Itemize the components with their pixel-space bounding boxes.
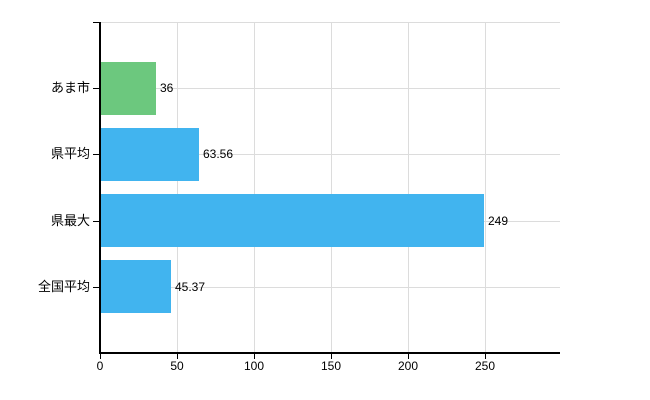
- x-tick-label: 250: [474, 359, 496, 373]
- x-axis-tick: [177, 354, 178, 359]
- v-gridline: [485, 22, 486, 353]
- x-axis-line: [99, 352, 560, 354]
- x-axis-tick: [408, 354, 409, 359]
- category-label: 全国平均: [37, 279, 90, 294]
- x-axis-tick: [100, 354, 101, 359]
- x-axis-tick: [254, 354, 255, 359]
- bar-value-label: 45.37: [175, 280, 206, 294]
- x-tick-label: 200: [397, 359, 419, 373]
- h-gridline: [100, 287, 560, 288]
- bar-value-label: 249: [488, 214, 509, 228]
- v-gridline: [177, 22, 178, 353]
- h-gridline: [100, 88, 560, 89]
- x-tick-label: 150: [320, 359, 342, 373]
- category-label: あま市: [50, 80, 90, 95]
- bar-value-label: 63.56: [203, 147, 234, 161]
- y-axis-tick: [93, 88, 99, 89]
- x-axis-tick: [485, 354, 486, 359]
- x-tick-label: 50: [170, 359, 184, 373]
- y-axis-tick: [93, 287, 99, 288]
- v-gridline: [331, 22, 332, 353]
- h-gridline-top: [100, 22, 560, 23]
- h-gridline: [100, 154, 560, 155]
- bar-1: [101, 128, 199, 181]
- y-axis-tick: [93, 154, 99, 155]
- bar-value-label: 36: [160, 81, 174, 95]
- category-label: 県最大: [50, 213, 90, 228]
- y-axis-tick: [93, 221, 99, 222]
- bar-2: [101, 194, 484, 247]
- y-axis-line: [99, 22, 101, 354]
- bar-0: [101, 62, 156, 115]
- x-tick-label: 0: [96, 359, 104, 373]
- x-axis-tick: [331, 354, 332, 359]
- y-axis-tick-top: [93, 22, 99, 23]
- v-gridline: [254, 22, 255, 353]
- x-tick-label: 100: [243, 359, 265, 373]
- category-label: 県平均: [50, 146, 90, 161]
- v-gridline: [408, 22, 409, 353]
- bar-3: [101, 260, 171, 313]
